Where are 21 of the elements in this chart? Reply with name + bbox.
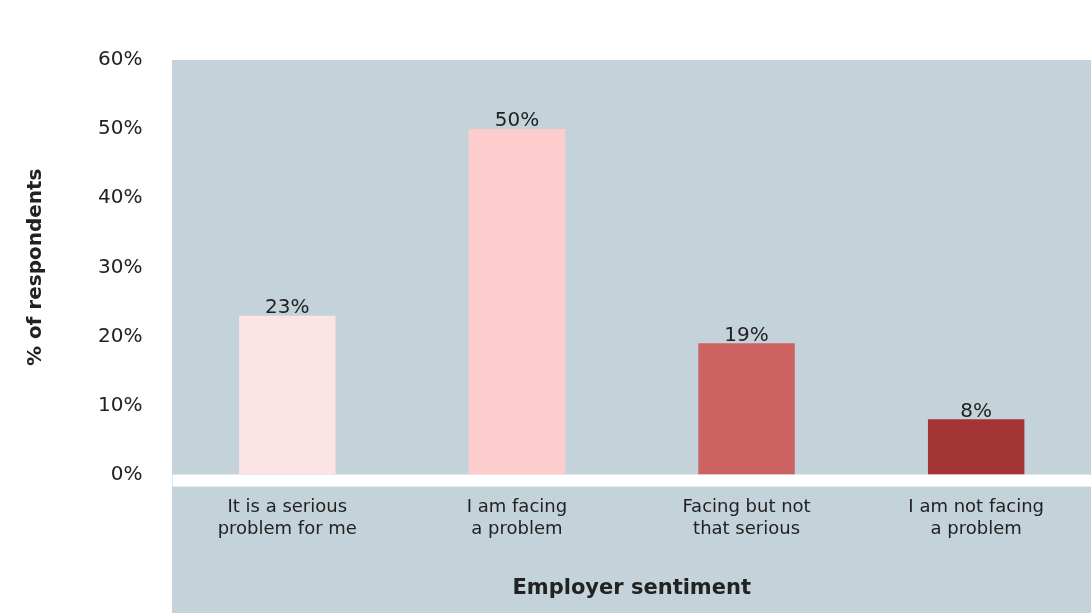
x-tick-label: Facing but not that serious [682,495,811,538]
x-tick-label: I am facing a problem [466,495,568,538]
y-tick-label: 40% [98,184,143,209]
data-label: 23% [265,293,310,318]
y-tick-label: 50% [98,115,143,140]
data-label: 50% [494,107,540,132]
bar [698,343,795,475]
bar [927,419,1025,475]
y-tick-label: 0% [110,460,143,485]
y-tick-label: 10% [98,391,143,416]
y-tick-label: 60% [98,46,143,71]
bar [239,315,336,475]
bar [468,129,566,475]
x-axis-title: Employer sentiment [512,574,751,599]
x-tick-label: It is a serious problem for me [217,495,357,538]
y-tick-label: 30% [98,253,143,278]
data-label: 19% [724,321,769,346]
data-label: 8% [960,397,993,422]
x-tick-label: I am not facing a problem [908,495,1044,538]
y-axis-title: % of respondents [22,168,47,367]
y-tick-label: 20% [98,322,143,347]
